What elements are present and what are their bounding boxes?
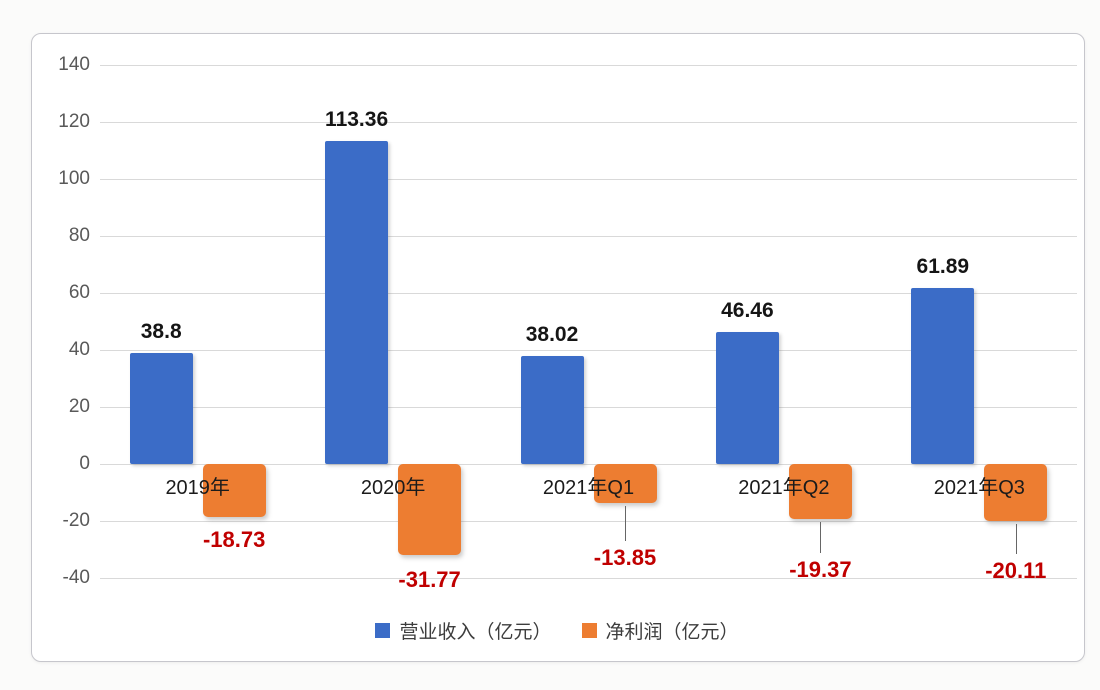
value-label-revenue-2020年: 113.36 [325,107,389,131]
gridline-20 [100,406,1077,408]
bar-revenue-2021年Q3 [911,287,975,464]
value-label-net-profit-2021年Q2: -19.37 [789,557,852,583]
gridline-100 [100,178,1077,180]
category-label-2019年: 2019年 [165,477,230,499]
value-label-revenue-2019年: 38.8 [140,320,182,344]
bar-net-profit-2021年Q3 [984,464,1048,522]
y-tick-label: 120 [58,111,90,132]
bar-revenue-2021年Q1 [520,355,584,464]
y-tick-label: -40 [62,567,90,588]
value-label-revenue-2021年Q3: 61.89 [916,254,970,278]
y-tick-label: 0 [79,453,90,474]
leader-line-2021年Q3 [1015,524,1017,555]
category-label-2021年Q2: 2021年Q2 [738,477,830,499]
y-tick-label: 60 [68,282,90,303]
value-label-net-profit-2021年Q3: -20.11 [985,558,1047,584]
gridline-140 [100,64,1077,66]
bar-revenue-2021年Q2 [715,331,779,464]
gridline-120 [100,121,1077,123]
legend-item-0: 营业收入（亿元） [375,617,552,644]
bar-revenue-2020年 [325,140,389,464]
category-label-2021年Q1: 2021年Q1 [542,477,635,499]
gridline--20 [100,520,1077,522]
value-label-revenue-2021年Q1: 38.02 [525,322,579,346]
y-tick-label: 40 [68,339,90,360]
gridline-0 [100,463,1077,465]
gridline--40 [100,577,1077,579]
y-tick-label: 20 [68,396,90,417]
bar-net-profit-2021年Q1 [593,464,657,504]
value-label-net-profit-2021年Q1: -13.85 [593,545,657,571]
legend: 营业收入（亿元） 净利润（亿元） [31,613,1083,647]
bar-net-profit-2021年Q2 [788,464,852,520]
gridline-80 [100,235,1077,237]
y-tick-label: 80 [68,225,90,246]
leader-line-2021年Q2 [820,522,822,554]
value-label-revenue-2021年Q2: 46.46 [721,298,774,322]
legend-label: 净利润（亿元） [605,621,739,643]
bar-net-profit-2020年 [398,464,462,555]
gridline-60 [100,292,1077,294]
leader-line-2021年Q1 [625,506,626,542]
legend-item-1: 净利润（亿元） [581,617,739,644]
bar-revenue-2019年 [129,353,193,464]
value-label-net-profit-2020年: -31.77 [398,566,461,592]
chart-frame [31,33,1085,662]
y-tick-label: 100 [58,168,90,189]
legend-label: 营业收入（亿元） [399,621,552,643]
category-label-2021年Q3: 2021年Q3 [933,477,1025,499]
category-label-2020年: 2020年 [360,477,426,499]
value-label-net-profit-2019年: -18.73 [202,527,266,553]
y-tick-label: 140 [58,54,90,75]
legend-swatch-icon [581,622,597,638]
legend-swatch-icon [375,622,391,638]
bar-net-profit-2019年 [202,464,266,518]
y-tick-label: -20 [62,510,90,531]
gridline-40 [100,349,1077,351]
